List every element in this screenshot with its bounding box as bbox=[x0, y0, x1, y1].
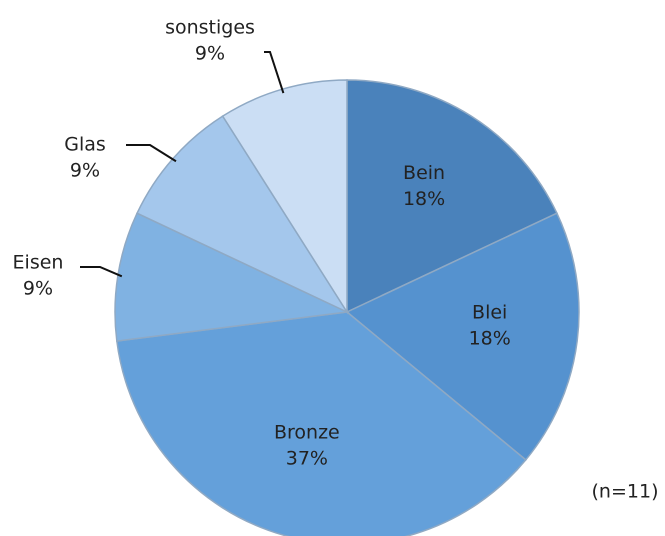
slice-value: 18% bbox=[403, 188, 445, 210]
pie-slice bbox=[115, 311, 527, 536]
leader-line bbox=[264, 51, 285, 94]
leader-line bbox=[80, 266, 123, 278]
leader-line bbox=[126, 144, 177, 163]
slice-label: Glas bbox=[64, 134, 106, 156]
slice-value: 18% bbox=[469, 328, 511, 350]
slice-value: 9% bbox=[70, 160, 100, 182]
slice-label: Eisen bbox=[13, 252, 64, 274]
pie-slice bbox=[346, 79, 558, 314]
slice-label: Blei bbox=[472, 302, 507, 324]
slice-label: sonstiges bbox=[165, 17, 255, 39]
slice-value: 9% bbox=[195, 43, 225, 65]
slice-label: Bein bbox=[403, 162, 445, 184]
annotation: (n=11) bbox=[592, 481, 659, 503]
slice-label: Bronze bbox=[274, 422, 340, 444]
slice-value: 37% bbox=[286, 448, 328, 470]
slice-value: 9% bbox=[23, 278, 53, 300]
pie-slice bbox=[345, 212, 580, 461]
